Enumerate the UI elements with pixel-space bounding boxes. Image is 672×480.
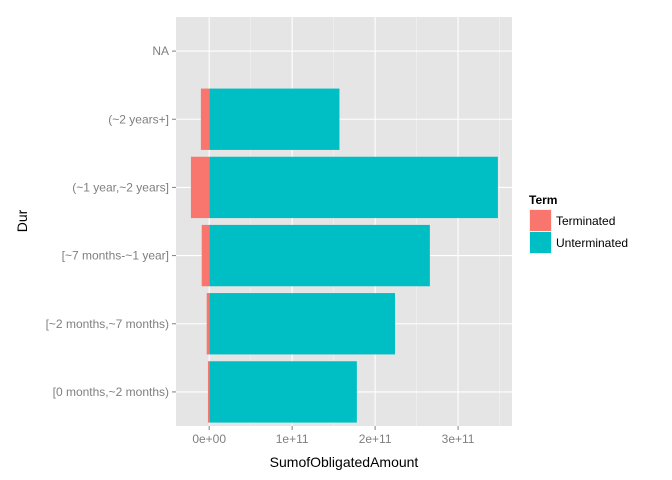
bar-terminated [207, 361, 210, 423]
x-tick-label: 1e+11 [276, 432, 309, 446]
bars [190, 88, 498, 423]
bar-unterminated [209, 293, 396, 355]
y-tick-label: NA [152, 44, 169, 58]
legend-items: Terminated Unterminated [529, 209, 628, 254]
bar-terminated [206, 293, 210, 355]
x-axis-title: SumofObligatedAmount [270, 454, 419, 470]
y-tick-label: [~7 months-~1 year] [62, 249, 169, 263]
y-tick-label: [0 months,~2 months) [53, 385, 169, 399]
legend-swatch-terminated [530, 210, 551, 231]
legend-swatch-unterminated [530, 232, 551, 253]
y-axis-title: Dur [14, 209, 30, 232]
y-tick-label: (~2 years+] [108, 112, 169, 126]
bar-terminated [200, 88, 210, 150]
x-tick-label: 3e+11 [442, 432, 475, 446]
legend-label-unterminated: Unterminated [556, 236, 628, 250]
legend-label-terminated: Terminated [556, 214, 615, 228]
x-axis-ticks: 0e+00 1e+11 2e+11 3e+11 [192, 426, 475, 446]
bar-unterminated [209, 156, 498, 219]
legend-title: Term [529, 193, 557, 207]
bar-unterminated [209, 224, 430, 287]
y-tick-label: (~1 year,~2 years] [72, 180, 169, 194]
bar-terminated [190, 156, 210, 219]
y-axis-ticks: [0 months,~2 months) [~2 months,~7 months… [46, 44, 176, 399]
plot-panel [176, 17, 512, 426]
x-tick-label: 2e+11 [359, 432, 392, 446]
bar-unterminated [209, 361, 357, 423]
legend: Term Terminated Unterminated [529, 193, 628, 254]
x-tick-label: 0e+00 [192, 432, 226, 446]
y-tick-label: [~2 months,~7 months) [46, 317, 169, 331]
bar-unterminated [209, 88, 340, 150]
bar-terminated [201, 224, 210, 287]
